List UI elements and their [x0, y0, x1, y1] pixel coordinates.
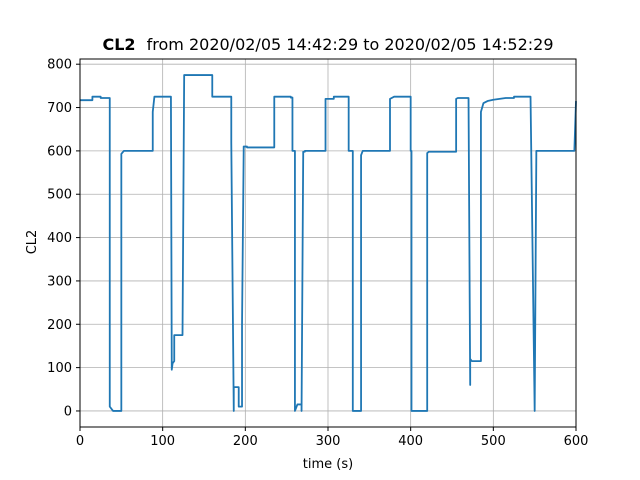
- y-tick-label: 600: [47, 144, 72, 159]
- x-tick-label: 300: [316, 434, 341, 449]
- y-tick-label: 0: [64, 404, 72, 419]
- chart-title: CL2 from 2020/02/05 14:42:29 to 2020/02/…: [102, 35, 553, 54]
- y-tick-label: 400: [47, 231, 72, 246]
- y-tick-label: 300: [47, 274, 72, 289]
- x-axis: 0 100 200 300 400 500 600: [76, 427, 589, 449]
- data-layer: [80, 74, 577, 412]
- x-tick-label: 600: [564, 434, 589, 449]
- x-tick-label: 400: [398, 434, 423, 449]
- chart-title-bold: CL2: [102, 35, 135, 54]
- y-tick-label: 800: [47, 58, 72, 73]
- y-tick-label: 200: [47, 318, 72, 333]
- x-tick-label: 0: [76, 434, 84, 449]
- y-axis: 0 100 200 300 400 500 600 700 800: [47, 58, 80, 419]
- x-tick-label: 200: [233, 434, 258, 449]
- x-tick-label: 100: [150, 434, 175, 449]
- series-line: [80, 74, 577, 412]
- y-axis-label: CL2: [25, 230, 40, 255]
- y-tick-label: 500: [47, 188, 72, 203]
- x-axis-label: time (s): [303, 457, 353, 472]
- chart-title-rest: from 2020/02/05 14:42:29 to 2020/02/05 1…: [147, 35, 554, 54]
- y-tick-label: 100: [47, 361, 72, 376]
- y-tick-label: 700: [47, 101, 72, 116]
- x-tick-label: 500: [481, 434, 506, 449]
